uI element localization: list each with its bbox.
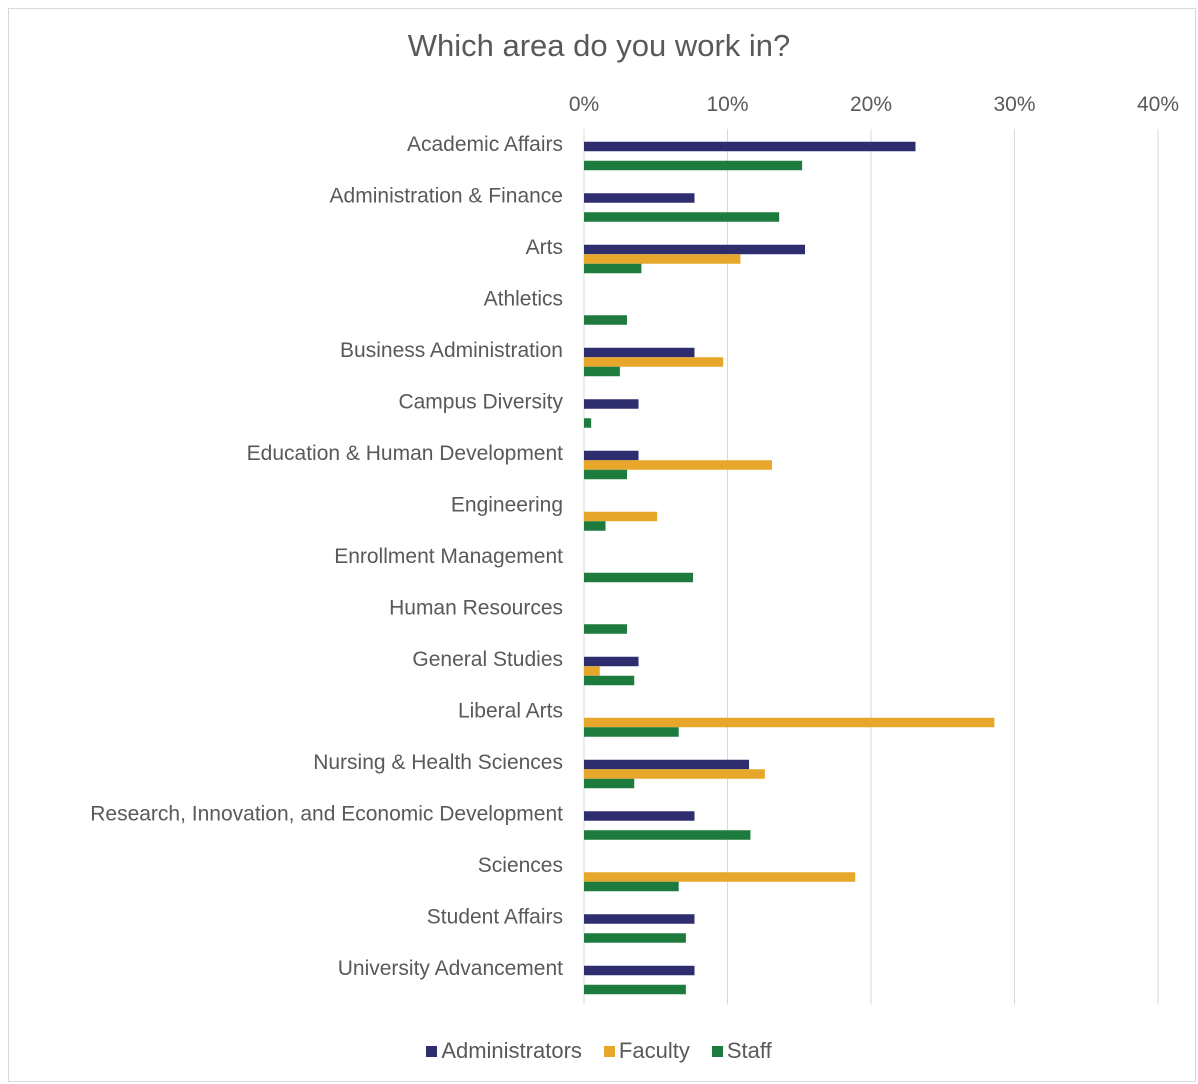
bar-staff — [584, 933, 686, 943]
bar-faculty — [584, 872, 856, 882]
bar-administrators — [584, 656, 639, 667]
bar-staff — [584, 366, 620, 377]
bar-faculty — [584, 357, 724, 367]
bar-administrators — [584, 399, 639, 409]
category-label: Education & Human Development — [247, 442, 564, 465]
bar-staff — [584, 469, 628, 480]
legend-swatch — [426, 1045, 438, 1057]
category-label: Nursing & Health Sciences — [313, 751, 563, 774]
legend-label: Administrators — [441, 1038, 582, 1063]
bar-administrators — [584, 193, 695, 203]
category-label: Arts — [526, 236, 563, 259]
category-label: Human Resources — [389, 596, 563, 619]
bar-staff — [584, 778, 635, 789]
bar-staff — [584, 727, 679, 737]
bar-staff — [584, 263, 642, 274]
legend-label: Staff — [726, 1038, 772, 1063]
bar-faculty — [584, 717, 995, 728]
category-label: Research, Innovation, and Economic Devel… — [90, 802, 563, 825]
category-label: Athletics — [484, 287, 563, 310]
category-label: Liberal Arts — [458, 699, 563, 722]
bar-staff — [584, 881, 679, 892]
bar-administrators — [584, 965, 695, 976]
bar-staff — [584, 212, 780, 222]
bar-administrators — [584, 811, 695, 821]
bar-staff — [584, 572, 694, 583]
category-label: Administration & Finance — [330, 184, 563, 207]
bar-faculty — [584, 769, 765, 779]
bar-administrators — [584, 759, 750, 770]
bar-staff — [584, 315, 628, 325]
bar-faculty — [584, 254, 741, 264]
chart-title: Which area do you work in? — [407, 28, 791, 63]
bar-staff — [584, 675, 635, 686]
bar-administrators — [584, 141, 916, 152]
x-tick-label: 0% — [569, 93, 599, 116]
bar-staff — [584, 830, 751, 840]
x-tick-label: 20% — [850, 93, 892, 116]
category-label: Business Administration — [340, 339, 563, 362]
category-label: Student Affairs — [427, 905, 563, 928]
category-label: Enrollment Management — [334, 545, 563, 568]
chart-legend: Administrators Faculty Staff — [0, 1038, 1198, 1064]
category-label: Engineering — [451, 493, 563, 516]
x-tick-label: 40% — [1137, 93, 1179, 116]
category-label: Academic Affairs — [407, 133, 563, 156]
category-label: Campus Diversity — [398, 390, 563, 413]
legend-item: Administrators — [426, 1038, 582, 1064]
legend-label: Faculty — [618, 1038, 690, 1063]
legend-item: Faculty — [603, 1038, 690, 1064]
bar-staff — [584, 418, 592, 428]
x-tick-label: 30% — [993, 93, 1035, 116]
bar-staff — [584, 624, 628, 634]
bar-administrators — [584, 450, 639, 461]
bar-staff — [584, 160, 803, 171]
bar-faculty — [584, 511, 658, 522]
legend-item: Staff — [711, 1038, 772, 1064]
bar-administrators — [584, 244, 805, 255]
category-label: Sciences — [478, 854, 563, 877]
bar-administrators — [584, 914, 695, 924]
bar-faculty — [584, 666, 600, 676]
bar-administrators — [584, 347, 695, 358]
bar-staff — [584, 521, 606, 531]
bar-staff — [584, 984, 686, 995]
category-label: General Studies — [412, 648, 563, 671]
legend-swatch — [603, 1045, 615, 1057]
legend-swatch — [711, 1045, 723, 1057]
chart-frame — [8, 8, 1196, 1082]
bar-faculty — [584, 460, 772, 470]
category-label: University Advancement — [338, 957, 563, 980]
x-tick-label: 10% — [706, 93, 748, 116]
